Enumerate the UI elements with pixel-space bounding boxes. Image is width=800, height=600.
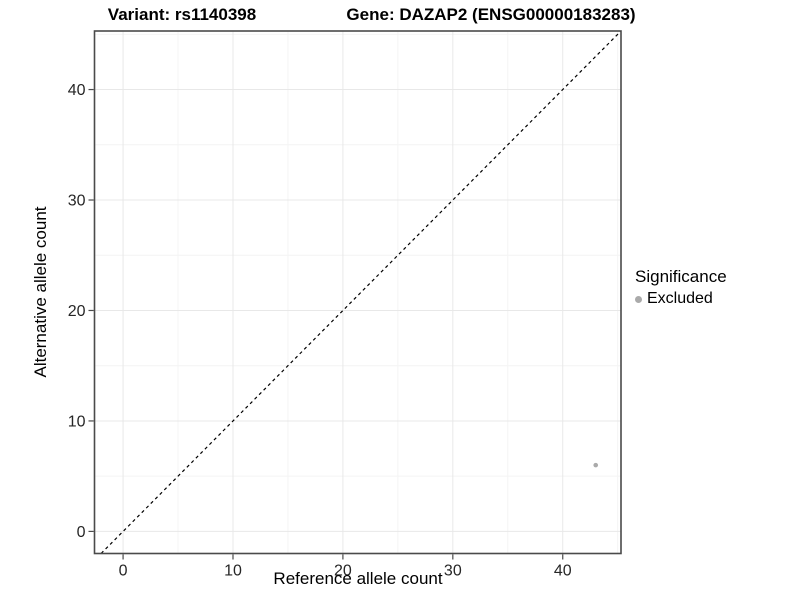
axis-ticks: 0 10 20 30 40 0 10 20 30 40 [68, 82, 572, 579]
legend-title: Significance [635, 267, 727, 286]
minor-gridlines [94, 31, 621, 554]
y-tick-label: 0 [77, 524, 86, 541]
plot-title-variant: Variant: rs1140398 [107, 5, 257, 24]
x-tick-label: 0 [119, 563, 128, 580]
y-tick-label: 20 [68, 303, 86, 320]
plot-title-gene: Gene: DAZAP2 (ENSG00000183283) [346, 5, 636, 24]
data-points [593, 462, 599, 468]
y-axis-title: Alternative allele count [31, 206, 50, 378]
x-axis-title: Reference allele count [273, 569, 443, 588]
legend-item-excluded: Excluded [635, 290, 727, 308]
x-tick-label: 30 [444, 563, 462, 580]
y-tick-label: 40 [68, 82, 86, 99]
legend: Significance Excluded [635, 267, 727, 308]
y-tick-label: 10 [68, 413, 86, 430]
x-tick-label: 20 [334, 563, 352, 580]
data-point [593, 462, 599, 468]
y-tick-label: 30 [68, 193, 86, 210]
x-tick-label: 40 [554, 563, 572, 580]
major-gridlines [94, 31, 621, 554]
x-tick-label: 10 [224, 563, 242, 580]
panel-border [93, 30, 622, 555]
excluded-point-icon [635, 295, 642, 303]
identity-line [100, 30, 622, 554]
legend-item-label: Excluded [647, 290, 713, 307]
